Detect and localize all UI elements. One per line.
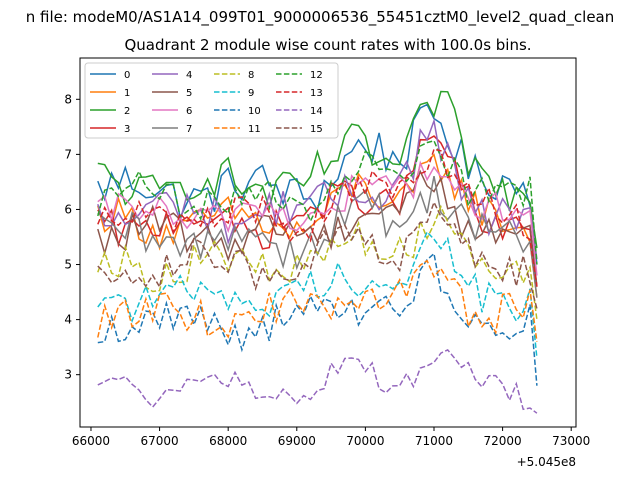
series-line-2 [97,90,538,249]
legend-label: 3 [124,124,130,135]
legend-label: 2 [124,106,130,117]
series-line-13 [97,148,538,287]
y-tick-label: 4 [64,313,72,327]
series-line-11 [97,259,538,342]
x-tick-label: 67000 [140,434,178,448]
series-line-15 [97,200,538,309]
y-tick-label: 6 [64,202,72,216]
legend-label: 9 [248,88,254,99]
x-axis-offset-label: +5.045e8 [517,455,576,469]
series-line-14 [97,348,538,414]
x-tick-label: 68000 [209,434,247,448]
legend-label: 8 [248,70,254,81]
x-tick-label: 71000 [415,434,453,448]
series-line-6 [97,160,538,276]
series-line-8 [97,204,538,320]
x-tick-label: 70000 [346,434,384,448]
legend-label: 1 [124,88,130,99]
x-tick-label: 66000 [72,434,110,448]
x-tick-label: 72000 [484,434,522,448]
series-line-5 [97,169,538,287]
legend-label: 10 [248,106,261,117]
legend-label: 5 [186,88,192,99]
y-axis: 3 4 5 6 7 8 [64,92,80,382]
legend-label: 0 [124,70,130,81]
x-tick-label: 73000 [552,434,590,448]
series-line-4 [97,118,538,260]
series-lines [97,90,538,414]
series-line-12 [97,139,538,265]
legend-label: 4 [186,70,192,81]
y-tick-label: 3 [64,368,72,382]
y-tick-label: 8 [64,92,72,106]
y-tick-label: 5 [64,258,72,272]
y-tick-label: 7 [64,147,72,161]
series-line-10 [97,252,538,386]
legend-label: 11 [248,124,261,135]
legend-label: 6 [186,106,192,117]
legend-label: 14 [310,106,323,117]
legend-label: 7 [186,124,192,135]
x-tick-label: 69000 [278,434,316,448]
legend-label: 13 [310,88,323,99]
plot-frame [79,57,577,428]
legend-label: 12 [310,70,323,81]
figure-suptitle: n file: modeM0/AS1A14_099T01_9000006536_… [26,8,615,27]
series-line-7 [97,176,538,298]
chart-title: Quadrant 2 module wise count rates with … [124,36,531,54]
legend-label: 15 [310,124,323,135]
legend-box [84,62,339,139]
x-axis: 66000 67000 68000 69000 70000 71000 72000 73000 [72,427,590,448]
